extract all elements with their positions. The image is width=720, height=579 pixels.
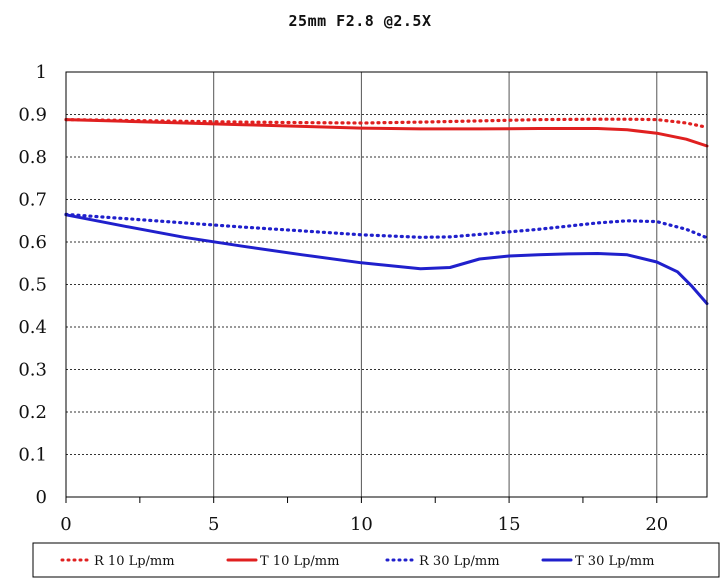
legend-label-3: R 30 Lp/mm [419,554,500,569]
y-tick-label: 0 [36,487,47,508]
legend-label-1: R 10 Lp/mm [94,554,175,569]
y-tick-label: 0.8 [18,147,47,168]
y-tick-label: 0.7 [18,190,47,211]
series-lines [64,117,709,306]
series-line-4 [64,213,709,306]
x-tick-label: 10 [350,514,373,535]
plot-frame [65,71,708,498]
y-tick-label: 0.4 [18,317,47,338]
y-tick-label: 1 [36,62,47,83]
y-tick-label: 0.9 [18,105,47,126]
chart-title: 25mm F2.8 @2.5X [288,12,432,30]
legend-frame [32,542,720,578]
grid [66,72,707,497]
legend: R 10 Lp/mm T 10 Lp/mm R 30 Lp/mm T 30 Lp/mm [32,542,720,578]
y-tick-label: 0.6 [18,232,47,253]
legend-label-2: T 10 Lp/mm [260,554,339,569]
y-tick-label: 0.2 [18,402,47,423]
legend-label-4: T 30 Lp/mm [575,554,654,569]
y-tick-label: 0.1 [18,445,47,466]
x-tick-label: 20 [645,514,668,535]
y-tick-label: 0.5 [18,275,47,296]
axis-ticks: 00.10.20.30.40.50.60.70.80.910 5 10 15 20 [18,62,668,535]
x-tick-label: 5 [208,514,219,535]
series-line-3 [64,212,709,240]
x-tick-label: 0 [60,514,71,535]
x-tick-label: 15 [498,514,521,535]
series-line-2 [64,118,709,148]
y-tick-label: 0.3 [18,360,47,381]
series-line-1 [64,117,709,129]
